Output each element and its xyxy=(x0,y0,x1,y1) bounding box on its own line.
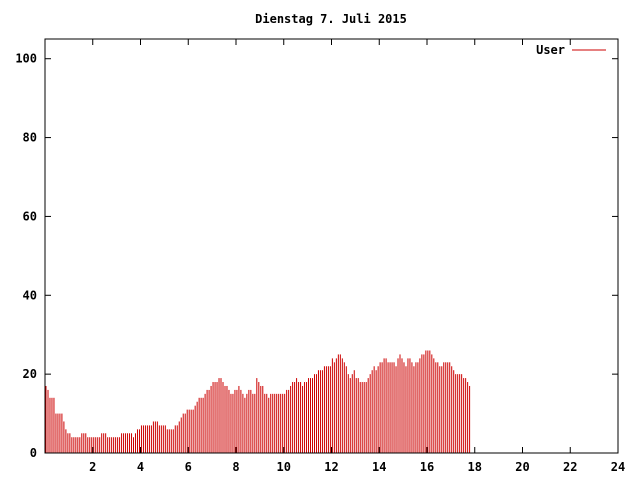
x-tick-label: 2 xyxy=(89,460,96,474)
series-bars xyxy=(45,350,471,453)
y-tick-label: 40 xyxy=(23,288,37,302)
x-tick-label: 12 xyxy=(324,460,338,474)
y-tick-label: 80 xyxy=(23,131,37,145)
x-tick-label: 10 xyxy=(277,460,291,474)
chart-title: Dienstag 7. Juli 2015 xyxy=(255,12,407,26)
x-tick-label: 6 xyxy=(185,460,192,474)
plot-frame xyxy=(44,38,619,454)
x-tick-label: 16 xyxy=(420,460,434,474)
x-tick-label: 24 xyxy=(611,460,625,474)
y-tick-label: 20 xyxy=(23,367,37,381)
y-tick-label: 100 xyxy=(15,52,37,66)
x-tick-label: 8 xyxy=(232,460,239,474)
y-tick-label: 0 xyxy=(30,446,37,460)
x-tick-label: 14 xyxy=(372,460,386,474)
legend: User xyxy=(536,43,606,57)
x-tick-label: 22 xyxy=(563,460,577,474)
y-tick-label: 60 xyxy=(23,209,37,223)
x-tick-label: 20 xyxy=(515,460,529,474)
legend-label-user: User xyxy=(536,43,565,57)
x-tick-label: 18 xyxy=(468,460,482,474)
x-tick-label: 4 xyxy=(137,460,144,474)
